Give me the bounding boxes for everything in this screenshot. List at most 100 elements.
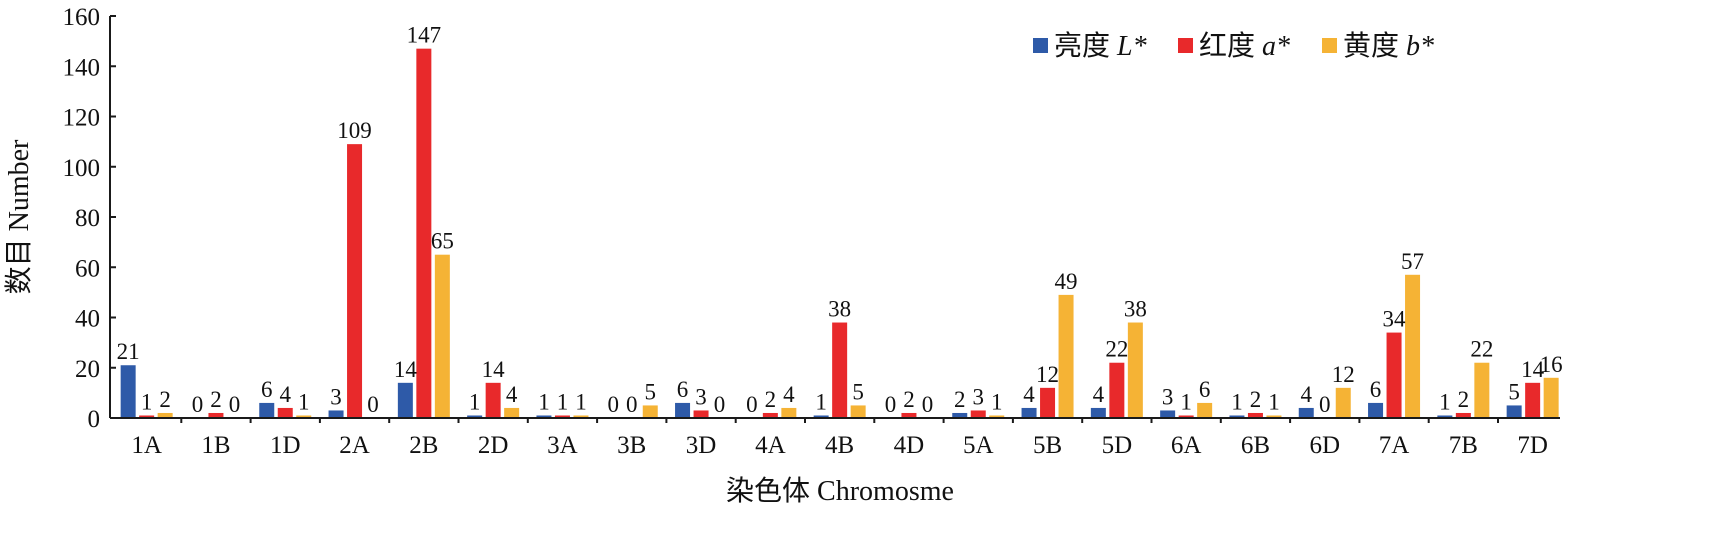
data-label: 3 — [330, 384, 342, 409]
x-tick-label: 1A — [131, 432, 162, 459]
data-label: 38 — [1124, 297, 1147, 322]
bar — [693, 410, 709, 418]
data-label: 4 — [1023, 382, 1035, 407]
x-tick-label: 6D — [1309, 432, 1340, 459]
bar — [1474, 362, 1490, 418]
x-tick-label: 2A — [339, 432, 370, 459]
data-label: 3 — [695, 384, 707, 409]
bar — [970, 410, 986, 418]
data-label: 0 — [626, 392, 638, 417]
x-tick-label: 5A — [963, 432, 994, 459]
data-label: 2 — [1250, 387, 1262, 412]
bar — [1335, 387, 1351, 418]
data-label: 3 — [1162, 384, 1174, 409]
data-label: 0 — [1319, 392, 1331, 417]
x-tick-label: 3A — [547, 432, 578, 459]
x-tick-label: 1B — [201, 432, 230, 459]
y-tick-label: 120 — [63, 105, 101, 132]
data-label: 6 — [261, 377, 273, 402]
bar — [1090, 407, 1106, 418]
x-tick-label: 4D — [894, 432, 925, 459]
x-tick-label: 4B — [825, 432, 854, 459]
data-label: 147 — [407, 23, 442, 48]
bar — [1021, 407, 1037, 418]
x-tick-label: 1D — [270, 432, 301, 459]
data-label: 1 — [538, 389, 550, 414]
data-label: 16 — [1540, 352, 1563, 377]
bar — [1437, 415, 1453, 418]
bar — [208, 412, 224, 418]
bars-layer — [120, 48, 1559, 418]
bar — [952, 412, 968, 418]
legend-label: 黄度 b* — [1343, 30, 1434, 62]
data-label: 5 — [645, 379, 657, 404]
bar — [467, 415, 483, 418]
data-label: 22 — [1105, 337, 1128, 362]
data-label: 0 — [746, 392, 758, 417]
bar — [573, 415, 589, 418]
data-label: 0 — [885, 392, 897, 417]
legend: 亮度 L* 红度 a* 黄度 b* — [1033, 30, 1434, 62]
data-label: 1 — [1180, 389, 1192, 414]
bar — [1298, 407, 1314, 418]
bar — [1127, 322, 1143, 418]
x-axis-title: 染色体 Chromosme — [726, 475, 954, 507]
bar — [850, 405, 866, 418]
y-tick-label: 20 — [75, 356, 100, 383]
data-label: 1 — [557, 389, 569, 414]
bar — [536, 415, 552, 418]
bar — [504, 407, 520, 418]
data-label: 109 — [337, 118, 372, 143]
data-label: 57 — [1401, 249, 1424, 274]
x-tick-label: 2D — [478, 432, 509, 459]
x-tick-label: 7D — [1517, 432, 1548, 459]
bar — [813, 415, 829, 418]
bar — [296, 415, 312, 418]
data-label: 0 — [922, 392, 934, 417]
bar — [1040, 387, 1056, 418]
legend-swatch — [1178, 38, 1193, 53]
bar — [1368, 402, 1384, 418]
bar — [1543, 377, 1559, 418]
data-label: 14 — [482, 357, 506, 382]
data-label: 5 — [852, 379, 864, 404]
bar — [1386, 332, 1402, 418]
data-label: 2 — [765, 387, 777, 412]
data-label: 1 — [141, 389, 153, 414]
data-label: 4 — [1301, 382, 1313, 407]
x-tick-label: 6B — [1241, 432, 1270, 459]
data-label: 4 — [1093, 382, 1105, 407]
data-label: 49 — [1055, 269, 1078, 294]
data-label: 2 — [954, 387, 966, 412]
bar — [434, 254, 450, 418]
bar — [832, 322, 848, 418]
bar — [901, 412, 917, 418]
data-label: 5 — [1508, 379, 1520, 404]
bar — [1266, 415, 1282, 418]
y-tick-label: 0 — [88, 406, 101, 433]
data-label: 0 — [367, 392, 379, 417]
data-label: 1 — [815, 389, 827, 414]
data-label: 22 — [1470, 337, 1493, 362]
bar — [554, 415, 570, 418]
data-label: 0 — [608, 392, 620, 417]
bar — [1506, 405, 1522, 418]
x-ticks: 1A 1B 1D 2A 2B 2D 3A 3B 3D 4A 4B 4D 5A 5B 5D 6A 6B 6D 7A 7B… — [131, 418, 1548, 459]
data-label: 65 — [431, 229, 454, 254]
x-tick-label: 2B — [409, 432, 438, 459]
data-label: 1 — [575, 389, 587, 414]
x-tick-label: 7B — [1449, 432, 1478, 459]
bar — [259, 402, 275, 418]
bar — [485, 382, 501, 418]
y-axis-title: 数目 Number — [3, 139, 35, 294]
data-label: 0 — [229, 392, 241, 417]
data-label: 12 — [1332, 362, 1355, 387]
bar — [157, 412, 173, 418]
bar — [416, 48, 432, 418]
bar — [1197, 402, 1213, 418]
y-tick-label: 60 — [75, 255, 100, 282]
y-tick-label: 80 — [75, 205, 100, 232]
